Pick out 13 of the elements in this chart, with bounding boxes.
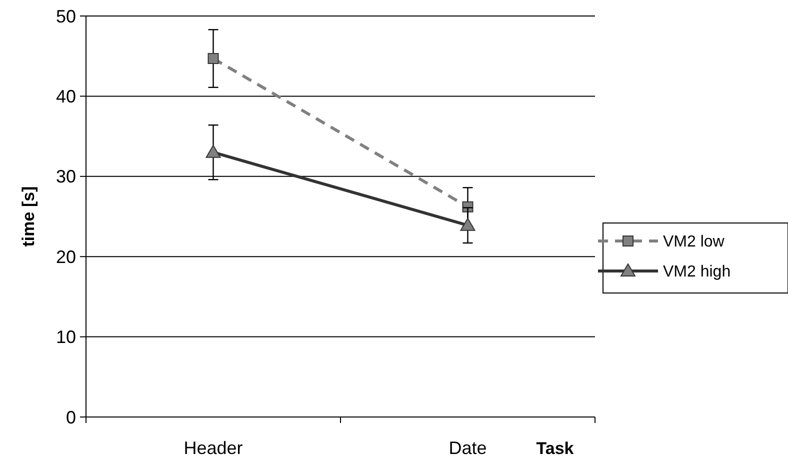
y-tick-label: 0 <box>66 407 76 428</box>
y-tick-label: 20 <box>56 246 76 267</box>
x-tick-label: Header <box>184 438 243 458</box>
legend-label: VM2 low <box>663 234 725 251</box>
x-axis-title: Task <box>536 439 574 458</box>
y-tick-label: 40 <box>56 86 76 106</box>
y-tick-label: 50 <box>56 6 76 26</box>
y-tick-label: 30 <box>56 166 76 187</box>
legend-label: VM2 high <box>663 264 731 281</box>
point <box>208 53 219 64</box>
y-tick-label: 10 <box>56 327 76 348</box>
y-axis-title: time [s] <box>19 186 38 247</box>
x-tick-label: Date <box>448 438 487 458</box>
